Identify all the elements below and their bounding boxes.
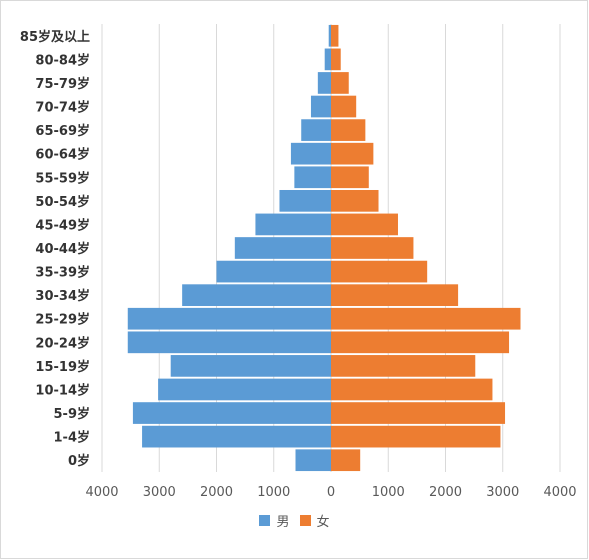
category-label: 50-54岁: [35, 194, 90, 210]
x-tick-label: 3000: [486, 485, 519, 500]
legend-item-male[interactable]: 男: [259, 511, 290, 530]
category-label: 30-34岁: [35, 288, 90, 304]
bar-male[interactable]: [216, 260, 332, 283]
bar-female[interactable]: [331, 142, 374, 165]
legend-swatch-female: [299, 514, 311, 526]
bar-female[interactable]: [331, 307, 521, 330]
legend-item-female[interactable]: 女: [299, 511, 330, 530]
bar-female[interactable]: [331, 237, 414, 259]
x-tick-labels: 4000 3000 2000 1000 0 1000 2000 3000 4000: [85, 485, 576, 500]
bar-male[interactable]: [255, 213, 331, 236]
bar-female[interactable]: [331, 24, 339, 47]
bar-female[interactable]: [331, 402, 506, 424]
bar-female[interactable]: [331, 378, 493, 401]
category-label: 1-4岁: [54, 430, 91, 446]
category-label: 5-9岁: [54, 406, 91, 422]
category-label: 0岁: [68, 453, 90, 469]
category-label: 40-44岁: [35, 241, 90, 257]
bar-male[interactable]: [132, 402, 331, 424]
category-label: 70-74岁: [35, 100, 90, 116]
category-label: 80-84岁: [35, 52, 90, 68]
legend-label-female: 女: [316, 514, 330, 530]
bar-male[interactable]: [142, 425, 331, 448]
bar-male[interactable]: [127, 307, 331, 330]
category-labels: 85岁及以上 80-84岁 75-79岁 70-74岁 65-69岁 60-64岁 55-5…: [20, 29, 90, 469]
x-tick-label: 2000: [429, 485, 462, 500]
bar-male[interactable]: [170, 355, 331, 377]
bar-female[interactable]: [331, 355, 476, 377]
category-label: 75-79岁: [35, 76, 90, 92]
category-label: 55-59岁: [35, 170, 90, 186]
bar-male[interactable]: [234, 237, 331, 259]
bar-male[interactable]: [127, 331, 331, 354]
x-tick-label: 0: [327, 485, 335, 500]
bar-male[interactable]: [294, 166, 331, 189]
bar-male[interactable]: [301, 119, 331, 141]
bar-female[interactable]: [331, 72, 349, 94]
bar-female[interactable]: [331, 95, 357, 118]
legend-label-male: 男: [276, 514, 290, 530]
legend-swatch-male: [259, 514, 271, 526]
category-label: 35-39岁: [35, 265, 90, 281]
bar-female[interactable]: [331, 331, 510, 354]
category-label: 25-29岁: [35, 312, 90, 328]
bar-male[interactable]: [158, 378, 331, 401]
category-label: 15-19岁: [35, 359, 90, 375]
category-label: 10-14岁: [35, 382, 90, 398]
category-label: 85岁及以上: [20, 29, 90, 45]
bar-male[interactable]: [324, 48, 331, 71]
bar-male[interactable]: [290, 142, 331, 165]
bar-female[interactable]: [331, 449, 361, 472]
x-tick-label: 1000: [372, 485, 405, 500]
category-label: 65-69岁: [35, 123, 90, 139]
category-label: 20-24岁: [35, 335, 90, 351]
x-tick-label: 2000: [200, 485, 233, 500]
bars: [127, 24, 521, 472]
bar-female[interactable]: [331, 189, 379, 212]
bar-female[interactable]: [331, 260, 428, 283]
bar-male[interactable]: [328, 24, 331, 47]
x-tick-label: 3000: [143, 485, 176, 500]
category-label: 45-49岁: [35, 217, 90, 233]
bar-female[interactable]: [331, 284, 459, 307]
x-tick-label: 4000: [543, 485, 576, 500]
bar-female[interactable]: [331, 119, 366, 141]
x-tick-label: 1000: [257, 485, 290, 500]
bar-male[interactable]: [182, 284, 331, 307]
bar-male[interactable]: [317, 72, 331, 94]
bar-female[interactable]: [331, 213, 398, 236]
category-label: 60-64岁: [35, 147, 90, 163]
bar-female[interactable]: [331, 48, 341, 71]
bar-female[interactable]: [331, 166, 369, 189]
bar-female[interactable]: [331, 425, 501, 448]
bar-male[interactable]: [279, 189, 331, 212]
bar-male[interactable]: [295, 449, 331, 472]
bar-male[interactable]: [310, 95, 331, 118]
x-tick-label: 4000: [85, 485, 118, 500]
legend: 男 女: [0, 509, 589, 531]
